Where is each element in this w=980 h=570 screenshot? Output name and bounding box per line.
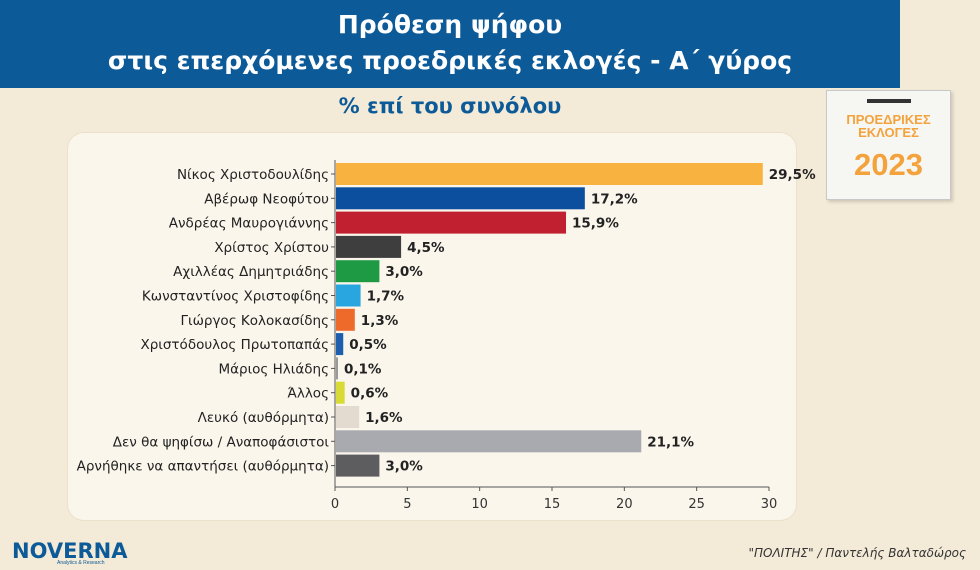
data-label: 1,7% — [367, 289, 405, 305]
category-label: Άλλος — [287, 386, 329, 402]
x-tick-label: 20 — [616, 497, 633, 512]
category-label: Ανδρέας Μαυρογιάννης — [169, 216, 329, 232]
bar — [336, 308, 355, 331]
bar — [336, 430, 642, 453]
category-label: Δεν θα ψηφίσω / Αναποφάσιστοι — [113, 434, 330, 450]
data-label: 4,5% — [407, 240, 445, 256]
x-tick-label: 0 — [331, 497, 339, 512]
bar — [336, 357, 338, 380]
bar — [336, 163, 763, 185]
x-tick-label: 25 — [688, 497, 705, 512]
bar — [336, 235, 402, 258]
badge-year: 2023 — [854, 147, 923, 182]
bar — [336, 211, 567, 234]
bar — [336, 260, 380, 283]
chart-title-line-2: στις επερχόμενες προεδρικές εκλογές - Α΄… — [107, 46, 793, 75]
chart-subtitle: % επί του συνόλου — [338, 94, 562, 118]
ballot-slot — [867, 99, 911, 103]
data-label: 29,5% — [769, 167, 816, 183]
ballot-box-badge: ΠΡΟΕΔΡΙΚΕΣ ΕΚΛΟΓΕΣ 2023 — [826, 90, 951, 200]
data-label: 0,6% — [351, 386, 389, 402]
category-label: Λευκό (αυθόρμητα) — [198, 410, 329, 426]
category-label: Χρίστος Χρίστου — [214, 240, 329, 256]
bar — [336, 454, 380, 477]
data-label: 0,5% — [349, 337, 387, 353]
x-tick-label: 30 — [761, 497, 778, 512]
category-label: Νίκος Χριστοδουλίδης — [177, 167, 329, 183]
logo-tagline: Analytics & Research — [57, 560, 105, 566]
noverna-logo: NOVERNA — [12, 539, 128, 563]
bar — [336, 406, 360, 428]
category-label: Γιώργος Κολοκασίδης — [180, 313, 329, 329]
category-label: Χριστόδουλος Πρωτοπαπάς — [140, 337, 329, 353]
x-tick-label: 15 — [544, 497, 561, 512]
category-label: Κωνσταντίνος Χριστοφίδης — [142, 289, 329, 305]
data-label: 17,2% — [591, 191, 638, 207]
title-banner — [0, 0, 900, 88]
data-label: 0,1% — [344, 361, 382, 377]
category-label: Αρνήθηκε να απαντήσει (αυθόρμητα) — [77, 459, 329, 475]
data-label: 21,1% — [647, 434, 694, 450]
data-label: 15,9% — [572, 216, 619, 232]
category-label: Μάριος Ηλιάδης — [218, 361, 329, 377]
bar — [336, 381, 345, 404]
badge-text: ΠΡΟΕΔΡΙΚΕΣ ΕΚΛΟΓΕΣ — [827, 113, 950, 139]
data-label: 3,0% — [385, 459, 423, 475]
category-label: Αχιλλέας Δημητριάδης — [173, 264, 329, 280]
chart-title-line-1: Πρόθεση ψήφου — [337, 10, 563, 39]
data-label: 1,3% — [361, 313, 399, 329]
data-label: 1,6% — [365, 410, 403, 426]
bar — [336, 333, 344, 356]
bar — [336, 187, 585, 210]
x-tick-label: 5 — [403, 497, 411, 512]
bar — [336, 284, 361, 307]
source-credit: "ΠΟΛΙΤΗΣ" / Παντελής Βαλταδώρος — [748, 546, 966, 560]
category-label: Αβέρωφ Νεοφύτου — [204, 191, 329, 207]
x-tick-label: 10 — [471, 497, 488, 512]
badge-line-1: ΠΡΟΕΔΡΙΚΕΣ — [846, 112, 931, 127]
data-label: 3,0% — [385, 264, 423, 280]
badge-line-2: ΕΚΛΟΓΕΣ — [858, 125, 919, 140]
